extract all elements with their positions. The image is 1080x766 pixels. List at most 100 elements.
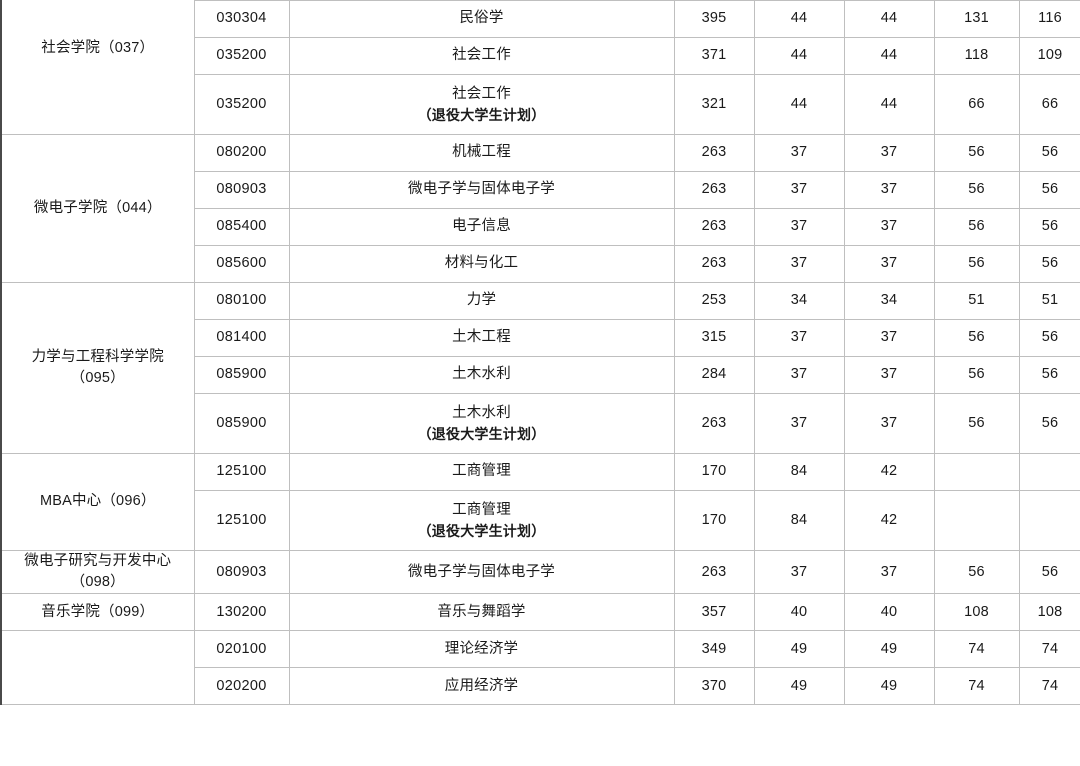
single-subject-100-cell: 37 <box>753 134 845 172</box>
single-subject-over100-cell: 34 <box>843 282 935 320</box>
single-subject-over100-cell: 44 <box>843 0 935 38</box>
table-row: 085600 材料与化工 263 37 37 56 56 <box>1 245 1080 283</box>
retest-line-a-cell: 66 <box>933 74 1020 135</box>
retest-line-a-cell: 108 <box>933 593 1020 632</box>
single-subject-over100-cell: 49 <box>843 630 935 669</box>
major-name-cell: 工商管理 <box>288 453 675 491</box>
retest-line-a-cell: 56 <box>933 245 1020 283</box>
major-name-cell: 土木水利 （退役大学生计划） <box>288 393 675 454</box>
major-name-cell: 工商管理 （退役大学生计划） <box>288 490 675 551</box>
major-name: 力学 <box>466 292 497 309</box>
single-subject-100-cell: 37 <box>753 208 845 246</box>
major-name: 社会工作 <box>452 47 511 64</box>
retest-line-a-cell: 56 <box>933 319 1020 357</box>
retest-line-b-cell: 74 <box>1018 667 1080 706</box>
total-score-cell: 263 <box>673 245 755 283</box>
table-row: 力学与工程科学学院 （095） 080100 力学 253 34 34 51 51 <box>0 282 1080 454</box>
single-subject-over100-cell: 37 <box>843 393 935 454</box>
department-cell: 微电子学院（044） <box>0 134 195 283</box>
single-subject-over100-cell: 44 <box>843 74 935 135</box>
retest-line-a-cell: 56 <box>933 356 1020 394</box>
major-code-cell: 020100 <box>193 630 290 669</box>
retest-line-b-cell: 74 <box>1018 630 1080 669</box>
retest-line-a-cell: 131 <box>933 0 1020 38</box>
major-note: （退役大学生计划） <box>417 425 546 442</box>
department-cell: 微电子研究与开发中心 （098） <box>0 549 195 595</box>
single-subject-over100-cell: 37 <box>843 171 935 209</box>
department-name: 音乐学院（099） <box>41 603 155 620</box>
single-subject-100-cell: 37 <box>753 393 845 454</box>
single-subject-over100-cell: 37 <box>843 208 935 246</box>
major-code-cell: 080903 <box>193 549 290 595</box>
single-subject-100-cell: 44 <box>753 37 845 75</box>
single-subject-over100-cell: 49 <box>843 667 935 706</box>
retest-line-b-cell: 56 <box>1018 549 1080 595</box>
retest-line-b-cell: 56 <box>1018 134 1080 172</box>
department-cell: 社会学院（037） <box>0 0 195 135</box>
single-subject-100-cell: 34 <box>753 282 845 320</box>
major-name: 社会工作 <box>452 85 511 102</box>
department-cell: 音乐学院（099） <box>0 593 195 632</box>
major-name: 工商管理 <box>452 463 511 480</box>
major-name: 工商管理 <box>452 501 511 518</box>
single-subject-over100-cell: 37 <box>843 356 935 394</box>
retest-line-a-cell <box>933 490 1020 551</box>
retest-line-b-cell: 51 <box>1018 282 1080 320</box>
total-score-cell: 263 <box>673 171 755 209</box>
retest-line-b-cell: 56 <box>1018 393 1080 454</box>
single-subject-100-cell: 37 <box>753 319 845 357</box>
department-name: 微电子学院（044） <box>33 199 162 216</box>
single-subject-over100-cell: 37 <box>843 245 935 283</box>
retest-line-b-cell: 108 <box>1018 593 1080 632</box>
major-name: 微电子学与固体电子学 <box>408 563 555 580</box>
retest-line-b-cell <box>1018 453 1080 491</box>
major-code-cell: 085600 <box>193 245 290 283</box>
major-code-cell: 030304 <box>193 0 290 38</box>
admission-score-table: 社会学院（037）030303人类学32144446666030304民俗学39… <box>0 0 1080 706</box>
major-code-cell: 130200 <box>193 593 290 632</box>
total-score-cell: 263 <box>673 393 755 454</box>
major-name-cell: 微电子学与固体电子学 <box>288 549 675 595</box>
major-code-cell: 035200 <box>193 37 290 75</box>
major-name-cell: 应用经济学 <box>288 667 675 706</box>
retest-line-a-cell: 56 <box>933 208 1020 246</box>
table-row: 081400 土木工程 315 37 37 56 56 <box>1 319 1080 357</box>
major-name-cell: 社会工作 （退役大学生计划） <box>288 74 675 135</box>
major-code-cell: 081400 <box>193 319 290 357</box>
single-subject-100-cell: 84 <box>753 453 845 491</box>
retest-line-b-cell: 56 <box>1018 171 1080 209</box>
department-name-line1: 微电子研究与开发中心 <box>24 553 172 569</box>
retest-line-a-cell: 56 <box>933 549 1020 595</box>
single-subject-over100-cell: 42 <box>843 453 935 491</box>
single-subject-100-cell: 40 <box>753 593 845 632</box>
total-score-cell: 253 <box>673 282 755 320</box>
table-row: 080903 微电子学与固体电子学 263 37 37 56 56 <box>1 171 1080 209</box>
retest-line-b-cell <box>1018 490 1080 551</box>
retest-line-a-cell <box>933 453 1020 491</box>
single-subject-100-cell: 84 <box>753 490 845 551</box>
major-code-cell: 085900 <box>193 356 290 394</box>
major-code-cell: 020200 <box>193 667 290 706</box>
major-name-cell: 土木水利 <box>288 356 675 394</box>
major-name: 民俗学 <box>459 10 504 27</box>
single-subject-100-cell: 49 <box>753 630 845 669</box>
retest-line-a-cell: 56 <box>933 393 1020 454</box>
single-subject-over100-cell: 40 <box>843 593 935 632</box>
major-name: 土木水利 <box>452 366 511 383</box>
table-row: MBA中心（096） 125100 工商管理 170 84 42 <box>0 453 1080 551</box>
total-score-cell: 315 <box>673 319 755 357</box>
major-code-cell: 080100 <box>193 282 290 320</box>
major-note: （退役大学生计划） <box>417 522 546 539</box>
department-cell <box>0 630 195 706</box>
retest-line-a-cell: 118 <box>933 37 1020 75</box>
table-row: 085400 电子信息 263 37 37 56 56 <box>1 208 1080 246</box>
table-row: 125100 工商管理 （退役大学生计划） 170 84 42 <box>1 490 1080 551</box>
major-name-cell: 力学 <box>288 282 675 320</box>
retest-line-a-cell: 74 <box>933 630 1020 669</box>
single-subject-100-cell: 49 <box>753 667 845 706</box>
total-score-cell: 395 <box>673 0 755 38</box>
retest-line-a-cell: 51 <box>933 282 1020 320</box>
single-subject-100-cell: 37 <box>753 245 845 283</box>
major-name: 土木水利 <box>452 404 511 421</box>
department-cell: MBA中心（096） <box>0 453 195 551</box>
